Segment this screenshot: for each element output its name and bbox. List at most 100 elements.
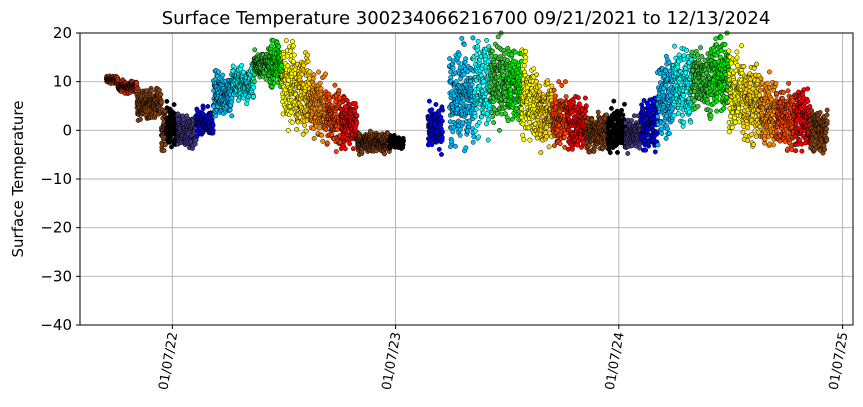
- data-point: [382, 151, 387, 157]
- data-point: [481, 78, 487, 84]
- data-point: [569, 146, 575, 152]
- data-segment: [210, 68, 235, 119]
- data-point: [549, 83, 555, 89]
- data-point: [563, 94, 569, 100]
- data-point: [333, 149, 339, 154]
- data-point: [543, 125, 549, 130]
- data-point: [429, 107, 435, 113]
- data-point: [401, 138, 406, 144]
- data-point: [583, 108, 589, 114]
- data-point: [289, 119, 295, 125]
- data-segment: [354, 128, 392, 157]
- data-point: [269, 43, 274, 49]
- data-point: [311, 72, 317, 78]
- data-point: [620, 112, 626, 118]
- data-point: [553, 93, 559, 99]
- data-point: [171, 102, 177, 108]
- data-point: [498, 101, 504, 107]
- data-point: [643, 147, 649, 153]
- data-point: [285, 63, 291, 69]
- data-point: [582, 95, 588, 101]
- data-segment: [425, 98, 446, 157]
- data-point: [670, 106, 676, 112]
- data-point: [456, 60, 462, 66]
- data-point: [476, 119, 482, 125]
- data-point: [495, 34, 501, 40]
- data-point: [457, 132, 463, 138]
- data-point: [523, 49, 529, 55]
- data-point: [521, 137, 527, 143]
- data-point: [622, 101, 627, 107]
- data-point: [436, 146, 442, 152]
- data-point: [138, 116, 143, 122]
- data-point: [494, 110, 500, 116]
- data-point: [290, 43, 296, 49]
- data-point: [320, 138, 326, 144]
- data-point: [340, 99, 346, 105]
- data-segment: [163, 98, 180, 150]
- data-point: [557, 141, 563, 147]
- data-point: [450, 65, 456, 71]
- data-point: [439, 135, 445, 140]
- chart-title: Surface Temperature 300234066216700 09/2…: [162, 8, 771, 29]
- data-point: [681, 119, 687, 125]
- data-point: [332, 82, 338, 88]
- data-point: [538, 150, 544, 156]
- data-point: [175, 111, 181, 117]
- data-point: [655, 142, 661, 148]
- data-segment: [174, 111, 199, 151]
- data-point: [465, 128, 471, 134]
- data-point: [210, 122, 216, 128]
- data-point: [252, 47, 258, 53]
- data-point: [663, 135, 669, 141]
- data-point: [680, 123, 686, 129]
- data-point: [571, 99, 576, 105]
- data-point: [210, 127, 216, 133]
- data-point: [551, 87, 557, 93]
- data-point: [439, 152, 444, 157]
- data-segment: [446, 35, 477, 154]
- data-point: [490, 114, 496, 120]
- data-point: [484, 37, 490, 43]
- data-point: [285, 127, 291, 133]
- data-point: [452, 143, 458, 149]
- data-point: [544, 134, 549, 140]
- data-point: [523, 55, 529, 61]
- data-point: [307, 69, 313, 75]
- data-point: [484, 121, 489, 127]
- data-segment: [583, 109, 611, 155]
- data-point: [461, 98, 467, 103]
- data-point: [303, 128, 309, 134]
- data-point: [220, 72, 226, 78]
- data-point: [615, 150, 620, 155]
- data-point: [305, 59, 311, 64]
- data-point: [350, 146, 356, 152]
- data-points: [103, 30, 830, 157]
- data-segment: [134, 85, 164, 123]
- data-point: [251, 79, 257, 85]
- data-point: [311, 136, 317, 141]
- data-point: [675, 110, 681, 116]
- data-point: [229, 113, 235, 119]
- data-point: [318, 86, 324, 92]
- data-point: [470, 139, 476, 145]
- data-point: [440, 129, 445, 135]
- data-point: [663, 68, 669, 74]
- data-point: [521, 63, 527, 69]
- data-point: [449, 139, 455, 144]
- data-point: [545, 80, 551, 86]
- data-point: [447, 56, 453, 62]
- data-point: [491, 106, 497, 112]
- data-point: [284, 53, 290, 59]
- data-point: [161, 148, 167, 153]
- data-point: [631, 113, 637, 119]
- data-point: [288, 48, 294, 54]
- data-point: [310, 76, 316, 82]
- data-point: [290, 59, 296, 65]
- data-point: [459, 36, 465, 41]
- data-point: [672, 43, 678, 49]
- y-axis-label: Surface Temperature: [9, 101, 27, 258]
- data-point: [575, 95, 581, 101]
- data-point: [505, 118, 511, 124]
